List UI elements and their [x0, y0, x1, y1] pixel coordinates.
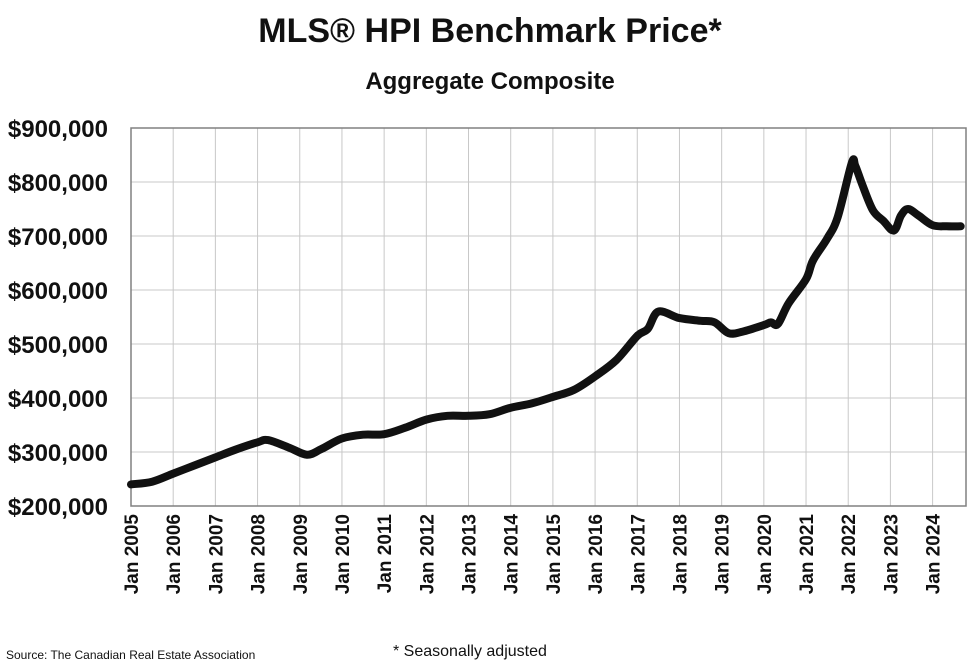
y-tick-label: $800,000: [8, 170, 108, 197]
vertical-gridlines: [130, 128, 934, 506]
source-note: Source: The Canadian Real Estate Associa…: [6, 648, 256, 662]
x-tick-label: Jan 2005: [122, 514, 143, 595]
x-tick-label: Jan 2009: [291, 514, 312, 594]
plot-frame: [130, 127, 967, 507]
x-tick-label: Jan 2007: [206, 514, 227, 594]
x-tick-label: Jan 2023: [881, 514, 902, 594]
x-tick-label: Jan 2022: [839, 514, 860, 594]
x-tick-label: Jan 2014: [502, 514, 523, 595]
x-tick-label: Jan 2010: [333, 514, 354, 594]
footnote: * Seasonally adjusted: [393, 643, 547, 660]
y-tick-label: $200,000: [8, 494, 108, 521]
x-tick-label: Jan 2020: [755, 514, 776, 594]
x-tick-label: Jan 2006: [164, 514, 185, 594]
y-tick-label: $300,000: [8, 440, 108, 467]
x-tick-label: Jan 2013: [460, 514, 481, 594]
x-tick-label: Jan 2016: [586, 514, 607, 594]
x-tick-label: Jan 2019: [713, 514, 734, 594]
y-axis-labels: $200,000 $300,000 $400,000 $500,000 $600,000…: [8, 116, 108, 521]
horizontal-gridlines: [131, 127, 966, 507]
x-tick-label: Jan 2024: [924, 514, 945, 595]
y-tick-label: $600,000: [8, 278, 108, 305]
x-tick-label: Jan 2021: [797, 514, 818, 595]
y-tick-label: $700,000: [8, 224, 108, 251]
x-tick-label: Jan 2011: [375, 514, 396, 594]
series-line: [127, 155, 965, 489]
x-tick-label: Jan 2012: [417, 514, 438, 594]
x-tick-label: Jan 2015: [544, 514, 565, 595]
x-tick-label: Jan 2017: [628, 514, 649, 594]
chart-title: MLS® HPI Benchmark Price*: [258, 12, 722, 50]
chart-subtitle: Aggregate Composite: [365, 68, 615, 95]
x-tick-label: Jan 2008: [249, 514, 270, 594]
y-tick-label: $900,000: [8, 116, 108, 143]
x-axis-labels: Jan 2005 Jan 2006 Jan 2007 Jan 2008 Jan 2009…: [122, 514, 945, 595]
x-tick-label: Jan 2018: [670, 514, 691, 594]
y-tick-label: $400,000: [8, 386, 108, 413]
y-tick-label: $500,000: [8, 332, 108, 359]
